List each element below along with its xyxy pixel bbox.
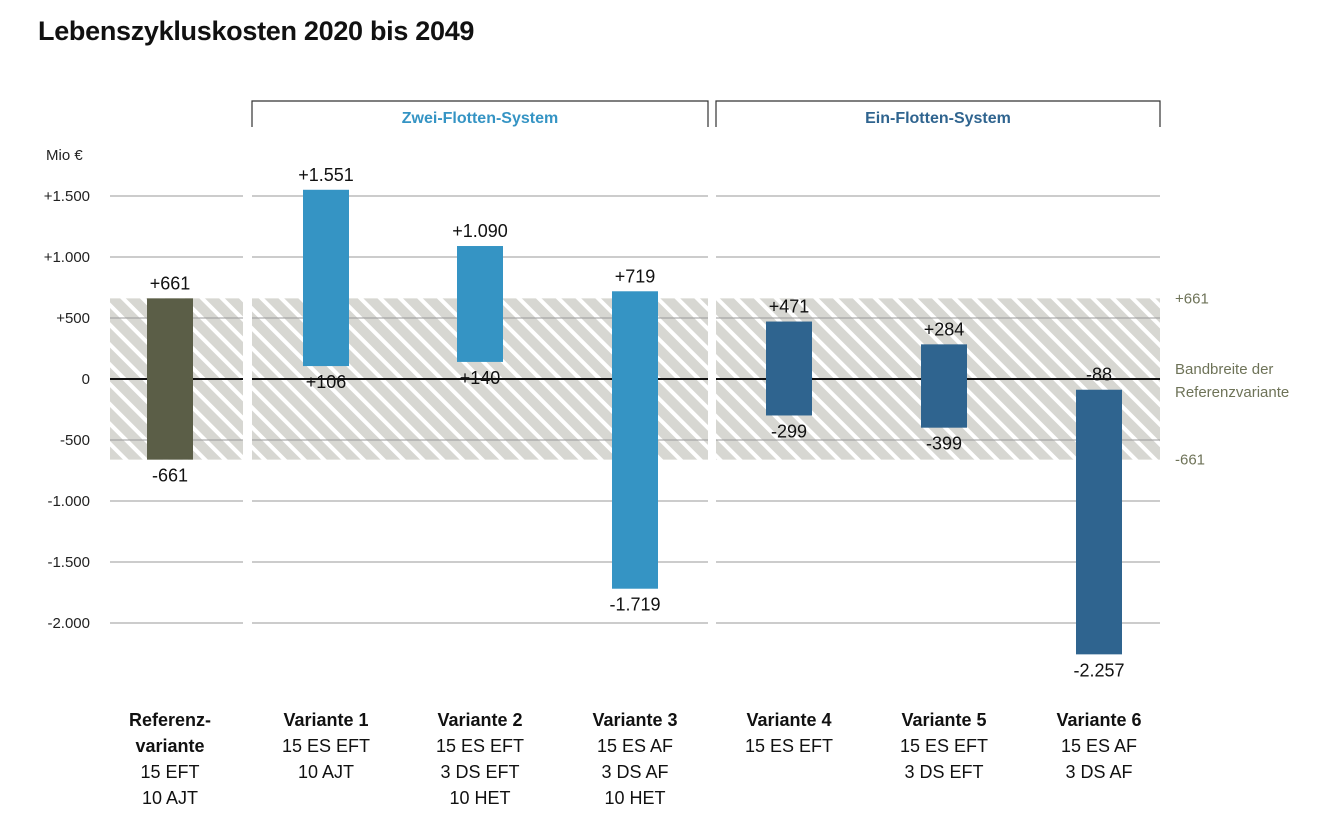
band-caption: Bandbreite der: [1175, 361, 1273, 378]
band-lower-label: -661: [1175, 452, 1205, 469]
bar-high-label: +471: [769, 297, 810, 317]
bar-low-label: +140: [460, 368, 501, 388]
bar-low-label: -1.719: [609, 595, 660, 615]
group-label: Ein-Flotten-System: [865, 110, 1011, 127]
group-bracket: [251, 100, 709, 127]
x-category-label: 10 AJT: [298, 762, 354, 782]
y-axis-unit: Mio €: [46, 147, 83, 164]
x-category-label: 3 DS AF: [601, 762, 668, 782]
bar-low-label: -2.257: [1073, 660, 1124, 680]
bar-low-label: -661: [152, 466, 188, 486]
band-upper-label: +661: [1175, 290, 1209, 307]
band-caption: Referenzvariante: [1175, 384, 1289, 401]
x-category-label: 10 HET: [604, 788, 665, 808]
x-category-label: Variante 4: [746, 710, 831, 730]
bar-high-label: +1.551: [298, 165, 354, 185]
x-category-label: 10 HET: [449, 788, 510, 808]
bar-low-label: -299: [771, 421, 807, 441]
bar-high-label: +661: [150, 273, 191, 293]
bar: [147, 298, 193, 460]
x-category-label: 15 ES EFT: [745, 736, 833, 756]
bar: [766, 321, 812, 416]
x-category-label: 15 ES EFT: [900, 736, 988, 756]
bar-low-label: -399: [926, 434, 962, 454]
x-category-label: 15 ES AF: [597, 736, 673, 756]
x-axis-labels: Referenz-variante 15 EFT 10 AJT Variante 1 1…: [129, 710, 1142, 808]
x-category-label: Variante 2: [437, 710, 522, 730]
group-label: Zwei-Flotten-System: [402, 110, 558, 127]
x-category-label: 10 AJT: [142, 788, 198, 808]
x-category-label: 3 DS EFT: [904, 762, 983, 782]
bar-high-label: +1.090: [452, 221, 508, 241]
group-brackets: Zwei-Flotten-System Ein-Flotten-System: [251, 100, 1161, 127]
bar: [457, 246, 503, 362]
x-category-label: 3 DS EFT: [440, 762, 519, 782]
x-category-label: Variante 5: [901, 710, 986, 730]
chart-title: Lebenszykluskosten 2020 bis 2049: [38, 16, 475, 46]
x-category-label: 15 ES EFT: [436, 736, 524, 756]
y-tick-label: -500: [60, 432, 90, 449]
bar-high-label: -88: [1086, 365, 1112, 385]
bar: [1076, 389, 1122, 655]
bar-high-label: +284: [924, 319, 965, 339]
bars: [147, 189, 1122, 655]
y-tick-label: +500: [56, 310, 90, 327]
y-tick-label: +1.500: [44, 188, 90, 205]
x-category-label: variante: [135, 736, 204, 756]
x-category-label: Referenz-: [129, 710, 211, 730]
x-category-label: 15 ES AF: [1061, 736, 1137, 756]
bar-high-label: +719: [615, 266, 656, 286]
x-category-label: Variante 3: [592, 710, 677, 730]
x-category-label: 3 DS AF: [1065, 762, 1132, 782]
y-tick-label: -2.000: [47, 615, 90, 632]
y-tick-label: -1.000: [47, 493, 90, 510]
y-axis: +1.500 +1.000 +500 0 -500 -1.000 -1.500 -2.000 M…: [44, 147, 90, 632]
bar-low-label: +106: [306, 372, 347, 392]
bar: [921, 344, 967, 428]
x-category-label: Variante 1: [283, 710, 368, 730]
y-tick-label: +1.000: [44, 249, 90, 266]
bar: [612, 291, 658, 589]
data-labels: +661 -661 +1.551 +106 +1.090 +140 +719 -1.719 +4…: [150, 165, 1125, 681]
y-tick-label: -1.500: [47, 554, 90, 571]
x-category-label: Variante 6: [1056, 710, 1141, 730]
bar: [303, 189, 349, 367]
y-tick-label: 0: [82, 371, 90, 388]
x-category-label: 15 EFT: [140, 762, 199, 782]
group-bracket: [715, 100, 1161, 127]
x-category-label: 15 ES EFT: [282, 736, 370, 756]
